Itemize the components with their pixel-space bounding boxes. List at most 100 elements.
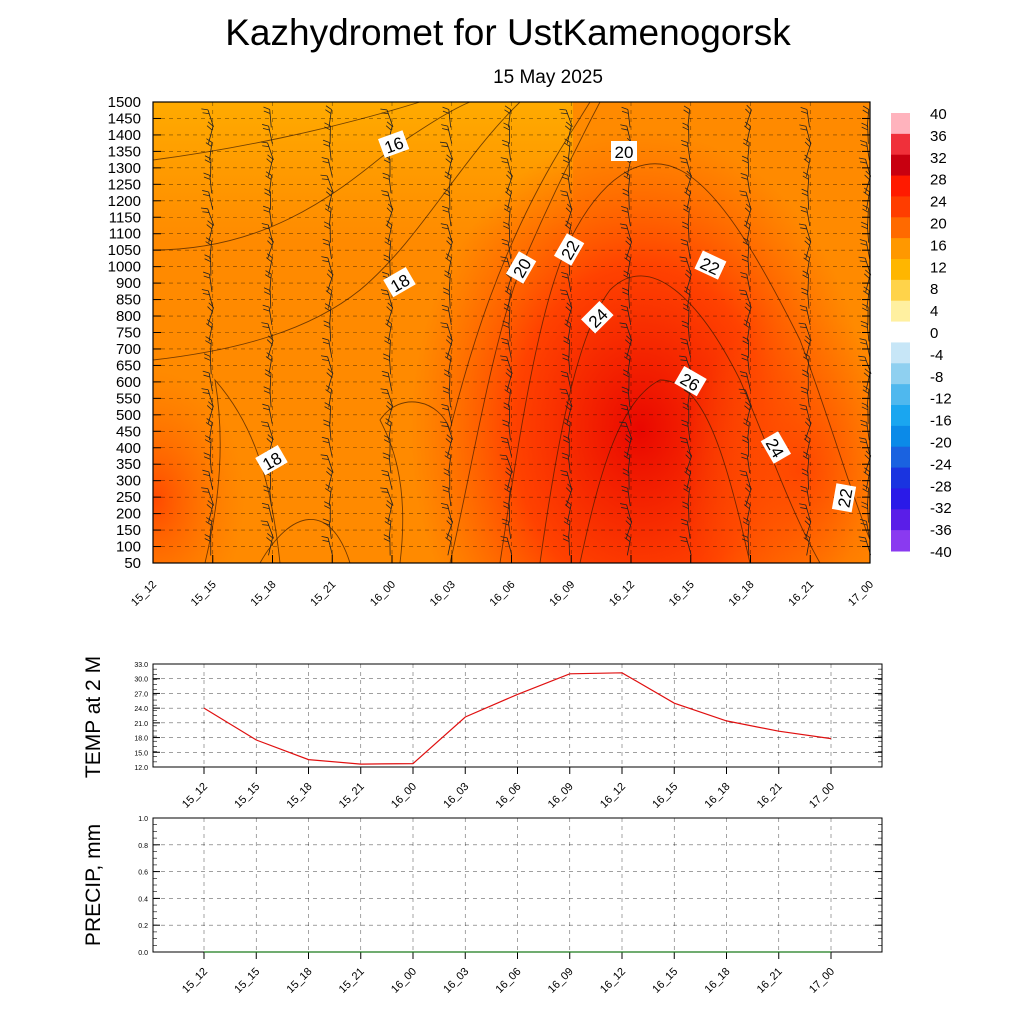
contour-label-text: 20	[615, 143, 634, 162]
y-tick-label: 1350	[108, 143, 141, 160]
colorbar-tick-label: -20	[930, 435, 952, 452]
colorbar-band	[891, 405, 910, 426]
x-tick-label: 16_15	[667, 579, 697, 609]
colorbar-band	[891, 322, 910, 343]
x-tick-label: 16_12	[607, 579, 637, 609]
colorbar-band	[891, 155, 910, 176]
colorbar-tick-label: 12	[930, 259, 947, 276]
x-tick-label: 16_03	[428, 579, 458, 609]
heatmap-field	[65, 102, 920, 730]
y-tick-label: 550	[116, 390, 141, 407]
x-tick-label: 15_12	[129, 579, 159, 609]
x-tick-label: 16_12	[598, 781, 628, 811]
y-tick-label: 900	[116, 275, 141, 292]
y-tick-label: 1250	[108, 176, 141, 193]
colorbar-tick-label: -36	[930, 522, 952, 539]
colorbar-band	[891, 363, 910, 384]
y-tick-label: 15.0	[134, 750, 148, 757]
colorbar-tick-label: -8	[930, 369, 943, 386]
y-tick-label: 800	[116, 308, 141, 325]
y-tick-label: 850	[116, 292, 141, 309]
y-tick-label: 100	[116, 539, 141, 556]
y-tick-label: 1100	[109, 226, 141, 243]
colorbar-tick-label: 16	[930, 237, 947, 254]
colorbar-tick-label: 40	[930, 106, 947, 123]
colorbar-band	[891, 176, 910, 197]
chart-subtitle: 15 May 2025	[493, 67, 603, 88]
colorbar-band	[891, 217, 910, 238]
y-tick-label: 0.0	[138, 950, 148, 957]
colorbar-tick-label: 36	[930, 128, 947, 145]
x-tick-label: 15_12	[180, 966, 210, 996]
x-tick-label: 16_03	[441, 781, 471, 811]
x-tick-label: 16_09	[546, 781, 576, 811]
y-tick-label: 0.8	[138, 843, 148, 850]
colorbar-tick-label: -16	[930, 413, 952, 430]
y-tick-label: 0.2	[138, 923, 148, 930]
x-tick-label: 15_15	[189, 579, 219, 609]
x-tick-label: 16_21	[755, 781, 785, 811]
colorbar-band	[891, 301, 910, 322]
x-tick-label: 16_06	[494, 966, 524, 996]
x-tick-label: 16_06	[494, 781, 524, 811]
y-tick-label: 250	[116, 489, 141, 506]
colorbar-band	[891, 509, 910, 530]
colorbar-tick-label: -40	[930, 544, 952, 561]
y-tick-label: 30.0	[134, 677, 148, 684]
colorbar-tick-label: 24	[930, 194, 947, 211]
colorbar-tick-label: -28	[930, 478, 952, 495]
x-tick-label: 15_21	[308, 579, 338, 609]
x-tick-label: 16_00	[389, 966, 419, 996]
y-tick-label: 400	[116, 440, 141, 457]
x-tick-label: 15_18	[285, 781, 315, 811]
colorbar-tick-label: 0	[930, 325, 938, 342]
colorbar-band	[891, 488, 910, 509]
x-tick-label: 16_21	[755, 966, 785, 996]
y-tick-label: 450	[116, 423, 141, 440]
temp-ylabel: TEMP at 2 M	[82, 656, 105, 778]
contour-label: 20	[611, 141, 637, 162]
colorbar-band	[891, 530, 910, 551]
colorbar-band	[891, 113, 910, 134]
colorbar-band	[891, 384, 910, 405]
colorbar-band	[891, 238, 910, 259]
x-tick-label: 16_00	[368, 579, 398, 609]
x-tick-label: 16_09	[546, 966, 576, 996]
y-tick-label: 18.0	[134, 736, 148, 743]
colorbar-band	[891, 280, 910, 301]
y-tick-label: 750	[116, 325, 141, 342]
colorbar-band	[891, 259, 910, 280]
colorbar-tick-label: -32	[930, 500, 952, 517]
x-tick-label: 17_00	[807, 781, 837, 811]
y-tick-label: 33.0	[134, 662, 148, 669]
y-tick-label: 1200	[108, 193, 141, 210]
colorbar-band	[891, 342, 910, 363]
x-tick-label: 16_09	[547, 579, 577, 609]
x-tick-label: 17_00	[807, 966, 837, 996]
y-tick-label: 1300	[108, 160, 141, 177]
x-tick-label: 16_18	[703, 781, 733, 811]
y-tick-label: 1050	[108, 242, 141, 259]
y-tick-label: 1400	[108, 127, 141, 144]
heatmap-warm-right	[680, 310, 920, 630]
y-tick-label: 1500	[108, 94, 141, 111]
y-tick-label: 0.4	[138, 896, 148, 903]
y-tick-label: 650	[116, 357, 141, 374]
colorbar-tick-label: -4	[930, 347, 943, 364]
x-tick-label: 15_18	[249, 579, 279, 609]
x-tick-label: 16_18	[727, 579, 757, 609]
x-tick-label: 15_21	[337, 781, 367, 811]
colorbar-tick-label: 20	[930, 216, 947, 233]
x-tick-label: 16_06	[488, 579, 518, 609]
x-tick-label: 16_12	[598, 966, 628, 996]
contour-label: 22	[832, 483, 857, 512]
y-tick-label: 150	[116, 522, 141, 539]
precip-ylabel: PRECIP, mm	[82, 824, 105, 946]
colorbar-tick-label: -24	[930, 456, 952, 473]
y-tick-label: 24.0	[134, 706, 148, 713]
colorbar-tick-label: 8	[930, 281, 938, 298]
x-tick-label: 17_00	[846, 579, 876, 609]
